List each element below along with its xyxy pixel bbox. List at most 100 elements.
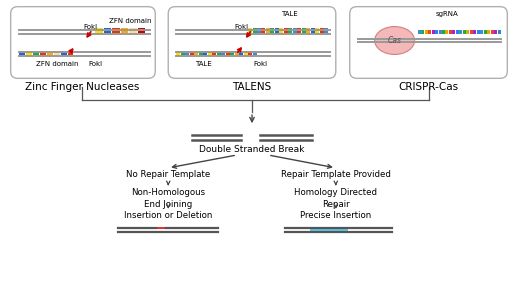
- Bar: [212, 51, 216, 55]
- Bar: [288, 28, 292, 32]
- Bar: [26, 51, 31, 55]
- Bar: [234, 51, 238, 55]
- FancyBboxPatch shape: [168, 7, 336, 78]
- Bar: [435, 30, 438, 34]
- Bar: [302, 28, 306, 32]
- Text: Repair Template Provided: Repair Template Provided: [281, 170, 391, 179]
- Bar: [452, 30, 455, 34]
- Text: Precise Insertion: Precise Insertion: [300, 211, 372, 220]
- Bar: [487, 30, 490, 34]
- Bar: [248, 51, 252, 55]
- Bar: [324, 28, 328, 32]
- Text: TALE: TALE: [282, 11, 298, 17]
- Bar: [61, 51, 66, 55]
- Bar: [104, 28, 112, 32]
- Bar: [53, 51, 60, 55]
- Bar: [481, 30, 483, 34]
- Bar: [417, 30, 420, 34]
- Bar: [208, 51, 212, 55]
- Bar: [19, 51, 25, 55]
- Bar: [463, 30, 466, 34]
- Text: Zinc Finger Nucleases: Zinc Finger Nucleases: [25, 82, 140, 92]
- Bar: [421, 30, 424, 34]
- Bar: [320, 28, 324, 32]
- Bar: [185, 51, 189, 55]
- Text: FokI: FokI: [234, 24, 248, 30]
- Bar: [494, 30, 498, 34]
- Bar: [438, 30, 442, 34]
- Bar: [121, 28, 128, 32]
- Bar: [244, 51, 248, 55]
- Bar: [284, 28, 288, 32]
- Bar: [194, 51, 198, 55]
- Bar: [473, 30, 476, 34]
- Bar: [257, 28, 261, 32]
- Bar: [96, 28, 103, 32]
- Text: CRISPR-Cas: CRISPR-Cas: [398, 82, 458, 92]
- Text: FokI: FokI: [88, 61, 103, 67]
- Bar: [432, 30, 434, 34]
- Text: Non-Homologous
End Joining: Non-Homologous End Joining: [131, 188, 205, 209]
- Bar: [298, 28, 301, 32]
- Text: No Repair Template: No Repair Template: [126, 170, 210, 179]
- Bar: [181, 51, 185, 55]
- Bar: [113, 28, 120, 32]
- Bar: [190, 51, 194, 55]
- Bar: [40, 51, 46, 55]
- Bar: [306, 28, 310, 32]
- Text: ZFN domain: ZFN domain: [109, 18, 152, 24]
- FancyBboxPatch shape: [350, 7, 507, 78]
- Bar: [275, 28, 279, 32]
- Bar: [428, 30, 431, 34]
- Text: FokI: FokI: [83, 24, 98, 30]
- Bar: [449, 30, 452, 34]
- Bar: [311, 28, 315, 32]
- Bar: [484, 30, 487, 34]
- Text: TALE: TALE: [195, 61, 212, 67]
- Bar: [239, 51, 243, 55]
- Bar: [425, 30, 428, 34]
- Bar: [470, 30, 473, 34]
- Bar: [498, 30, 501, 34]
- Bar: [130, 28, 137, 32]
- Bar: [221, 51, 225, 55]
- FancyBboxPatch shape: [11, 7, 155, 78]
- Bar: [226, 51, 230, 55]
- Bar: [477, 30, 480, 34]
- Bar: [491, 30, 494, 34]
- Text: Insertion or Deletion: Insertion or Deletion: [124, 211, 212, 220]
- Bar: [47, 51, 52, 55]
- Text: Homology Directed
Repair: Homology Directed Repair: [295, 188, 377, 209]
- Text: ZFN domain: ZFN domain: [35, 61, 78, 67]
- Bar: [266, 28, 270, 32]
- Bar: [198, 51, 203, 55]
- Bar: [248, 28, 252, 32]
- Bar: [216, 51, 221, 55]
- Bar: [442, 30, 445, 34]
- Bar: [252, 51, 256, 55]
- Bar: [176, 51, 180, 55]
- Bar: [446, 30, 449, 34]
- Bar: [293, 28, 297, 32]
- Bar: [32, 51, 39, 55]
- Text: sgRNA: sgRNA: [436, 11, 459, 17]
- Bar: [262, 28, 265, 32]
- Text: FokI: FokI: [253, 61, 267, 67]
- Bar: [252, 28, 256, 32]
- Bar: [456, 30, 459, 34]
- Bar: [310, 227, 348, 232]
- Bar: [67, 51, 74, 55]
- Bar: [230, 51, 234, 55]
- Bar: [466, 30, 469, 34]
- Bar: [460, 30, 463, 34]
- Bar: [157, 227, 165, 229]
- Ellipse shape: [375, 27, 415, 55]
- Text: Double Stranded Break: Double Stranded Break: [199, 145, 305, 154]
- Bar: [280, 28, 283, 32]
- Text: Cas: Cas: [388, 36, 401, 45]
- Bar: [270, 28, 274, 32]
- Bar: [203, 51, 207, 55]
- Text: TALENS: TALENS: [232, 82, 271, 92]
- Bar: [316, 28, 319, 32]
- Bar: [138, 28, 145, 32]
